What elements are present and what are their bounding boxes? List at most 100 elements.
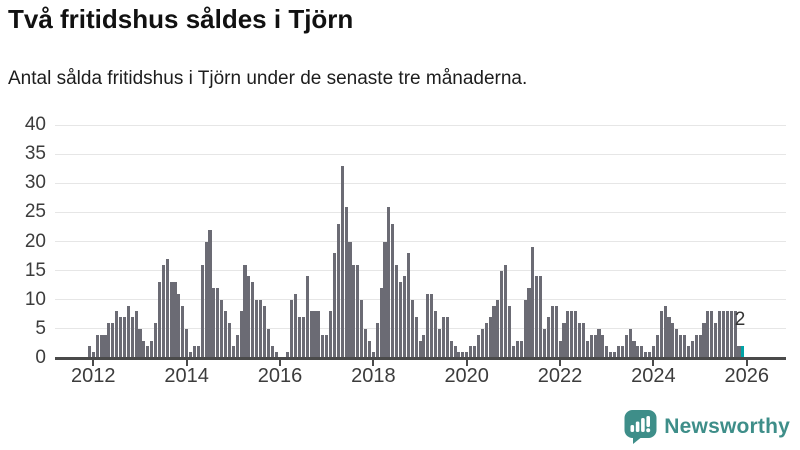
bar: [515, 340, 519, 359]
x-axis-label: 2024: [631, 365, 676, 387]
bar: [118, 317, 123, 359]
bar: [535, 276, 539, 359]
bar: [566, 311, 570, 359]
y-axis-label: 35: [24, 143, 46, 165]
bar: [469, 346, 473, 359]
bar: [243, 264, 247, 359]
bar: [679, 334, 683, 359]
bar: [620, 346, 624, 359]
bar: [721, 311, 725, 359]
bar: [395, 264, 399, 359]
bar: [169, 282, 173, 359]
bar: [519, 340, 523, 359]
bar: [624, 334, 628, 359]
bar: [714, 323, 718, 359]
x-axis-tick: [279, 358, 281, 366]
x-axis-tick: [465, 358, 468, 366]
bar: [418, 340, 422, 359]
bar: [737, 346, 741, 359]
gridline: [55, 124, 786, 126]
bar: [437, 328, 442, 359]
bar: [690, 340, 694, 359]
y-axis-label: 5: [35, 317, 46, 339]
bar: [235, 334, 239, 359]
bar: [111, 323, 115, 359]
bar: [227, 323, 231, 359]
x-axis-tick: [185, 358, 188, 366]
bar: [325, 334, 329, 359]
bar: [476, 334, 480, 359]
newsworthy-logo-icon: [624, 410, 657, 444]
bar: [449, 340, 453, 359]
bar: [220, 299, 224, 359]
bar: [597, 328, 601, 359]
bar: [150, 340, 154, 359]
x-axis-label: 2014: [164, 365, 209, 387]
bar: [570, 311, 574, 359]
bar: [313, 311, 317, 359]
bar: [371, 352, 375, 359]
bar: [640, 346, 644, 359]
y-axis-label: 10: [24, 288, 46, 310]
bar: [247, 276, 251, 359]
bar: [733, 311, 737, 359]
bar: [224, 311, 228, 359]
last-value-label: 2: [734, 309, 746, 330]
bar: [461, 352, 465, 359]
bar: [317, 311, 321, 359]
bar: [208, 229, 212, 359]
bar: [628, 328, 632, 359]
bar: [725, 311, 729, 359]
bar: [507, 305, 512, 359]
x-axis-tick: [92, 358, 95, 366]
bar: [523, 299, 527, 359]
bar: [706, 311, 710, 359]
bar: [204, 241, 208, 359]
bar: [383, 241, 387, 359]
bar: [554, 305, 558, 359]
bar: [173, 282, 177, 359]
bar: [531, 247, 535, 359]
bar: [348, 241, 352, 359]
bar: [484, 323, 488, 359]
bar: [430, 293, 434, 359]
x-axis-tick: [745, 358, 748, 366]
x-axis-tick: [559, 358, 562, 366]
bar: [367, 340, 372, 359]
bar: [297, 317, 301, 359]
bar: [216, 288, 220, 359]
bar: [496, 299, 500, 359]
bar: [336, 224, 340, 359]
bar: [453, 346, 457, 359]
bar: [196, 346, 200, 359]
bar: [332, 253, 336, 359]
bar: [95, 334, 99, 359]
bar: [165, 258, 169, 359]
bar: [138, 328, 142, 359]
bar: [352, 264, 356, 359]
bar: [546, 317, 550, 359]
y-axis-label: 20: [24, 230, 46, 252]
bar: [294, 293, 298, 359]
bar: [581, 323, 585, 359]
bar: [480, 328, 484, 359]
bar: [402, 276, 407, 359]
bar: [399, 282, 403, 359]
bar: [729, 311, 733, 359]
bar: [718, 311, 722, 359]
bar: [585, 340, 589, 359]
x-axis-label: 2022: [537, 365, 583, 387]
bar: [375, 323, 379, 359]
bar: [181, 305, 185, 359]
newsworthy-logo[interactable]: Newsworthy: [624, 409, 790, 445]
bar: [702, 323, 706, 359]
bar: [274, 352, 278, 359]
bar: [262, 305, 266, 359]
bar: [177, 293, 181, 359]
y-axis-label: 0: [35, 347, 46, 368]
bar: [675, 328, 679, 359]
x-axis-label: 2018: [351, 365, 396, 387]
highlighted-bar: [741, 346, 745, 359]
gridline: [55, 211, 786, 213]
bar: [290, 299, 294, 359]
